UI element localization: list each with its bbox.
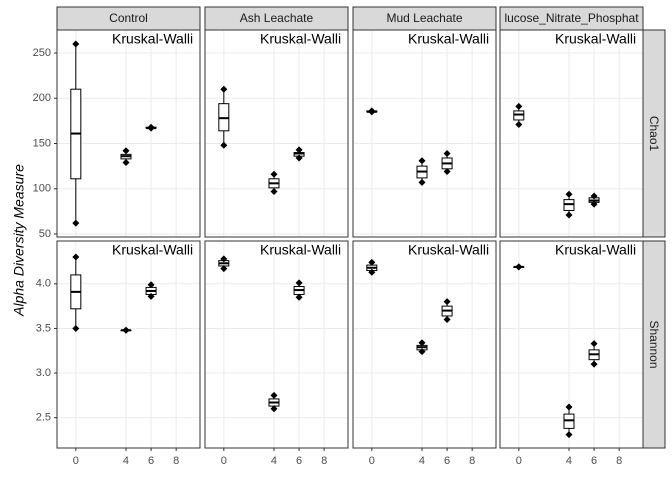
strip-label: Mud Leachate bbox=[386, 11, 462, 25]
annotation: Kruskal-Walli bbox=[555, 242, 636, 258]
point bbox=[515, 120, 523, 128]
panel-border bbox=[499, 29, 644, 238]
annotation: Kruskal-Walli bbox=[555, 31, 636, 47]
point bbox=[590, 200, 598, 208]
panel-border bbox=[204, 240, 349, 449]
point bbox=[443, 316, 451, 324]
y-tick-label: 3.0 bbox=[36, 367, 51, 379]
y-tick-label: 4.0 bbox=[36, 278, 51, 290]
strip-label: lucose_Nitrate_Phosphat bbox=[504, 11, 639, 25]
x-tick-label: 6 bbox=[444, 455, 450, 467]
point bbox=[590, 360, 598, 368]
x-tick-label: 0 bbox=[221, 455, 227, 467]
y-tick-label: 2.5 bbox=[36, 412, 51, 424]
panel-border bbox=[352, 29, 497, 238]
annotation: Kruskal-Walli bbox=[112, 31, 193, 47]
point bbox=[220, 85, 228, 93]
x-tick-label: 0 bbox=[369, 455, 375, 467]
point bbox=[147, 281, 155, 289]
annotation: Kruskal-Walli bbox=[408, 242, 489, 258]
panel-border bbox=[56, 29, 201, 238]
point bbox=[565, 190, 573, 198]
x-tick-label: 8 bbox=[173, 455, 179, 467]
point bbox=[418, 348, 426, 356]
point bbox=[122, 159, 130, 167]
point bbox=[295, 293, 303, 301]
point bbox=[368, 258, 376, 266]
point bbox=[72, 253, 80, 261]
point bbox=[295, 146, 303, 154]
annotation: Kruskal-Walli bbox=[112, 242, 193, 258]
panel-border bbox=[56, 240, 201, 449]
panel-border bbox=[204, 29, 349, 238]
point bbox=[443, 149, 451, 157]
y-tick-label: 150 bbox=[33, 137, 51, 149]
point bbox=[368, 268, 376, 276]
y-tick-label: 100 bbox=[33, 183, 51, 195]
x-tick-label: 4 bbox=[419, 455, 425, 467]
x-tick-label: 6 bbox=[591, 455, 597, 467]
point bbox=[590, 192, 598, 200]
y-tick-label: 3.5 bbox=[36, 322, 51, 334]
point bbox=[220, 265, 228, 273]
strip-label: Shannon bbox=[647, 320, 661, 368]
point bbox=[72, 40, 80, 48]
annotation: Kruskal-Walli bbox=[408, 31, 489, 47]
point bbox=[270, 405, 278, 413]
annotation: Kruskal-Walli bbox=[260, 242, 341, 258]
panel-background bbox=[205, 241, 348, 448]
point bbox=[72, 324, 80, 332]
strip-label: Chao1 bbox=[647, 116, 661, 152]
point bbox=[122, 147, 130, 155]
y-tick-label: 250 bbox=[33, 47, 51, 59]
point bbox=[565, 403, 573, 411]
strip-label: Control bbox=[109, 11, 148, 25]
point bbox=[418, 178, 426, 186]
strip-label: Ash Leachate bbox=[240, 11, 314, 25]
point bbox=[270, 187, 278, 195]
panel-background bbox=[353, 30, 496, 237]
x-tick-label: 4 bbox=[123, 455, 129, 467]
panel-border bbox=[499, 240, 644, 449]
x-tick-label: 4 bbox=[566, 455, 572, 467]
point bbox=[295, 154, 303, 162]
y-tick-label: 200 bbox=[33, 92, 51, 104]
point bbox=[270, 391, 278, 399]
point bbox=[418, 339, 426, 347]
x-tick-label: 8 bbox=[616, 455, 622, 467]
point bbox=[72, 219, 80, 227]
y-tick-label: 50 bbox=[39, 228, 51, 240]
point bbox=[122, 326, 130, 334]
point bbox=[565, 211, 573, 219]
panel-border bbox=[352, 240, 497, 449]
point bbox=[368, 107, 376, 115]
x-tick-label: 6 bbox=[296, 455, 302, 467]
point bbox=[418, 157, 426, 165]
point bbox=[270, 170, 278, 178]
point bbox=[443, 168, 451, 176]
point bbox=[590, 340, 598, 348]
point bbox=[147, 123, 155, 131]
point bbox=[443, 298, 451, 306]
panel-background bbox=[205, 30, 348, 237]
x-tick-label: 8 bbox=[321, 455, 327, 467]
point bbox=[295, 279, 303, 287]
point bbox=[147, 292, 155, 300]
point bbox=[220, 141, 228, 149]
x-tick-label: 8 bbox=[469, 455, 475, 467]
point bbox=[220, 255, 228, 263]
x-tick-label: 4 bbox=[271, 455, 277, 467]
annotation: Kruskal-Walli bbox=[260, 31, 341, 47]
x-tick-label: 6 bbox=[148, 455, 154, 467]
point bbox=[565, 431, 573, 439]
x-tick-label: 0 bbox=[73, 455, 79, 467]
point bbox=[515, 102, 523, 110]
panel-background bbox=[57, 241, 200, 448]
point bbox=[515, 263, 523, 271]
x-tick-label: 0 bbox=[516, 455, 522, 467]
y-axis-label: Alpha Diversity Measure bbox=[11, 164, 27, 317]
